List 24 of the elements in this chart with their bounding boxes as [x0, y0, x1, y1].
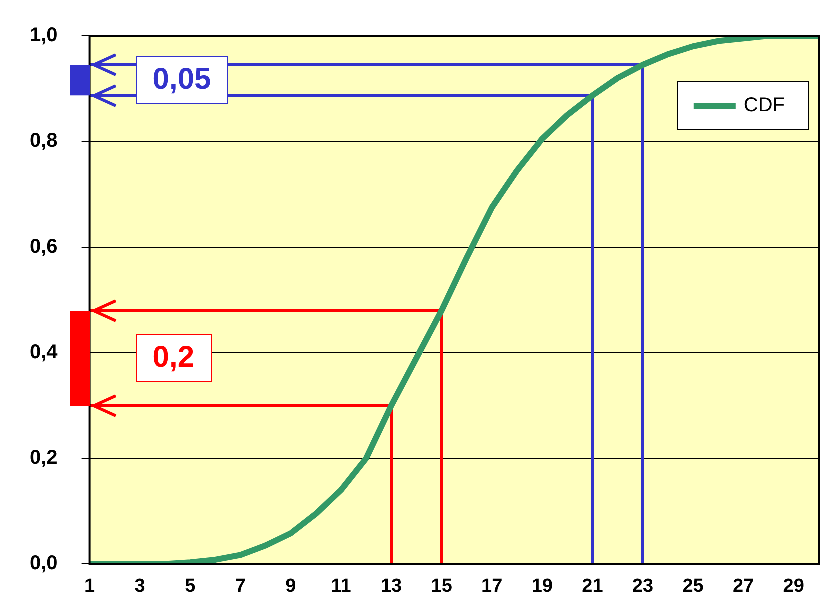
x-tick-label: 17	[482, 576, 503, 597]
y-tick-label: 0,6	[30, 236, 58, 258]
x-tick-label: 21	[582, 576, 604, 597]
x-tick-label: 7	[235, 576, 246, 597]
x-tick-label: 19	[532, 576, 553, 597]
x-tick-label: 23	[632, 576, 654, 597]
annotation: 0,2	[136, 334, 212, 382]
x-tick-label: 5	[185, 576, 196, 597]
y-tick-label: 0,0	[30, 552, 58, 575]
x-tick-label: 9	[286, 576, 296, 597]
legend-label: CDF	[744, 94, 786, 117]
y-tick-label: 0,4	[30, 341, 59, 364]
x-tick-label: 13	[380, 576, 402, 597]
x-tick-label: 25	[682, 576, 704, 597]
annotation: 0,05	[136, 56, 228, 104]
y-tick-label: 0,2	[30, 447, 58, 470]
x-tick-label: 27	[732, 576, 754, 597]
x-tick-label: 11	[331, 576, 352, 597]
y-tick-label: 0,8	[30, 130, 58, 152]
y-tick-label: 1,0	[30, 24, 58, 47]
x-tick-label: 29	[783, 576, 804, 597]
x-tick-label: 1	[84, 576, 96, 597]
x-tick-label: 15	[431, 576, 453, 597]
x-tick-label: 3	[134, 576, 146, 597]
